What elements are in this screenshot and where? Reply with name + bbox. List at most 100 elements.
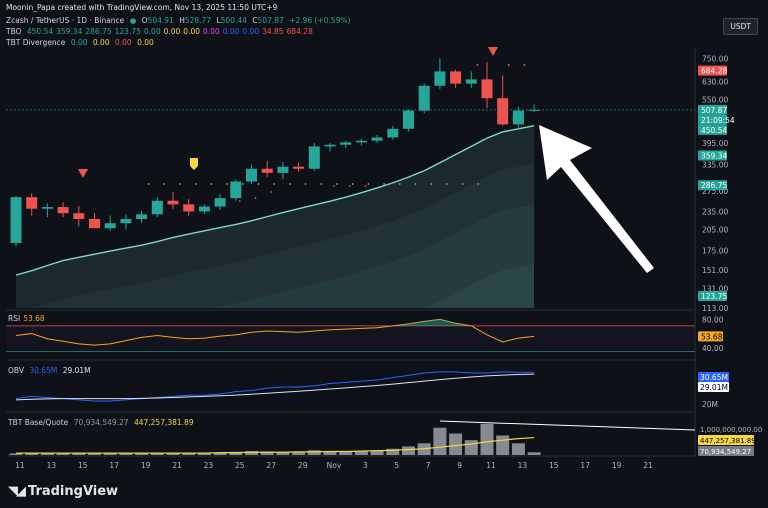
symbol-legend[interactable]: Zcash / TetherUS · 1D · Binance ● O504.9… — [6, 16, 354, 26]
divergence-label[interactable]: TBT Divergence — [6, 38, 66, 47]
tbo-dot-28 — [461, 183, 464, 185]
currency-selector[interactable]: USDT — [723, 18, 758, 35]
red-dot-2 — [254, 197, 257, 199]
volume-bar-6 — [103, 453, 117, 455]
candle-23 — [371, 137, 383, 141]
candle-4 — [73, 213, 85, 219]
tbo-dot-13 — [226, 183, 229, 185]
tbo-dot-14 — [241, 183, 244, 185]
tbo-dot-10 — [179, 183, 181, 185]
candle-16 — [261, 168, 273, 173]
tbo-value-5: 0.00 — [163, 27, 181, 36]
x-tick-7: 25 — [235, 461, 245, 470]
volume-bar-1 — [25, 453, 39, 455]
candle-22 — [355, 140, 367, 143]
candle-24 — [387, 128, 399, 138]
tbo-dot-20 — [336, 183, 338, 185]
tbo-value-7: 0.00 — [203, 27, 220, 36]
volume-badge-1: 70,934,549.27 — [700, 448, 751, 456]
price-badge-bg-0 — [698, 65, 727, 76]
volume-bar-19 — [307, 450, 321, 455]
sell-signal-icon-2 — [488, 47, 498, 56]
obv-label[interactable]: OBV — [8, 366, 24, 375]
x-tick-14: 9 — [457, 461, 462, 470]
tbo-band-line — [15, 124, 535, 276]
tbo-dot-29 — [477, 183, 480, 185]
price-badge-2: 21:09:54 — [701, 116, 735, 125]
volume-bar-22 — [354, 451, 368, 455]
volume-bar-16 — [260, 451, 274, 455]
volume-bar-24 — [386, 448, 400, 455]
rsi-label[interactable]: RSI — [8, 314, 21, 323]
rsi-overbought-fill — [16, 319, 535, 326]
volume-badge-0: 447,257,381.89 — [700, 437, 756, 445]
ohlc-high: 528.77 — [184, 16, 212, 25]
x-tick-12: 5 — [394, 461, 399, 470]
price-tick-0: 750.00 — [702, 55, 728, 64]
tbo-value-3: 123.75 — [114, 27, 141, 36]
red-dot-4 — [333, 185, 335, 187]
tbo-values: 450.54 359.34 286.75 123.75 0.00 0.00 0.00 0.00… — [27, 27, 316, 36]
ohlc-open-label: O — [141, 16, 148, 25]
candle-27 — [434, 71, 446, 86]
tbo-band-layer-2 — [16, 264, 535, 414]
tbo-dot-26 — [430, 183, 433, 185]
divergence-legend[interactable]: TBT Divergence 0.00 0.00 0.00 0.00 — [6, 38, 157, 48]
volume-bar-2 — [40, 453, 54, 455]
x-tick-9: 29 — [298, 461, 308, 470]
divergence-value-1: 0.00 — [92, 38, 110, 47]
x-tick-1: 13 — [47, 461, 57, 470]
candle-17 — [277, 166, 289, 173]
dot-icon: ● — [129, 16, 137, 25]
volume-legend[interactable]: TBT Base/Quote 70,934,549.27 447,257,381… — [8, 418, 197, 427]
price-badge-0: 684.28 — [701, 67, 727, 76]
rsi-badge: 53.68 — [701, 332, 723, 341]
price-badge-4: 359.34 — [701, 152, 727, 161]
price-badge-bg-3 — [698, 124, 727, 135]
volume-bar-28 — [449, 433, 463, 455]
x-tick-2: 15 — [78, 461, 88, 470]
x-tick-0: 11 — [15, 461, 25, 470]
price-badge-bg-6 — [698, 291, 727, 302]
candle-15 — [246, 168, 257, 182]
volume-badge-bg-0 — [698, 435, 754, 445]
x-tick-15: 11 — [486, 461, 496, 470]
volume-label[interactable]: TBT Base/Quote — [8, 418, 69, 427]
candle-20 — [324, 144, 336, 147]
tradingview-logo: ◥◢ TradingView — [8, 484, 119, 499]
tbo-dot-9 — [163, 183, 166, 185]
rsi-legend[interactable]: RSI 53.68 — [8, 314, 48, 323]
rsi-tick-1: 40.00 — [702, 344, 724, 353]
tbo-dot-18 — [304, 183, 307, 185]
x-tick-6: 23 — [204, 461, 214, 470]
tbo-dot-24 — [398, 183, 401, 185]
tbo-label[interactable]: TBO — [6, 27, 22, 36]
divergence-value-3: 0.00 — [137, 38, 154, 47]
symbol-title[interactable]: Zcash / TetherUS · 1D · Binance — [6, 16, 125, 25]
top-red-dot-0 — [476, 64, 479, 66]
tbo-legend[interactable]: TBO 450.54 359.34 286.75 123.75 0.00 0.00 0.00… — [6, 27, 319, 37]
candle-14 — [230, 181, 242, 199]
volume-bar-8 — [135, 453, 149, 455]
candle-2 — [41, 207, 53, 209]
price-tick-11: 113.00 — [702, 304, 728, 313]
volume-bar-9 — [150, 453, 164, 455]
divergence-value-2: 0.00 — [115, 38, 132, 47]
price-tick-10: 131.00 — [702, 285, 728, 294]
tbo-value-6: 0.00 — [183, 27, 200, 36]
volume-value-1: 70,934,549.27 — [73, 418, 129, 427]
price-badge-bg-2 — [698, 114, 727, 125]
candle-18 — [293, 166, 305, 169]
obv-badge-bg-1 — [698, 382, 729, 392]
price-tick-9: 151.00 — [702, 266, 728, 275]
obv-ma-line — [15, 373, 535, 401]
obv-legend[interactable]: OBV 30.65M 29.01M — [8, 366, 94, 375]
tbo-dot-19 — [320, 183, 323, 185]
candle-9 — [151, 200, 163, 215]
volume-bar-21 — [339, 451, 353, 455]
ohlc-open: 504.91 — [147, 16, 174, 25]
top-red-dot-2 — [523, 64, 526, 66]
volume-bar-12 — [197, 453, 211, 455]
ohlc-close-label: C — [252, 16, 258, 25]
